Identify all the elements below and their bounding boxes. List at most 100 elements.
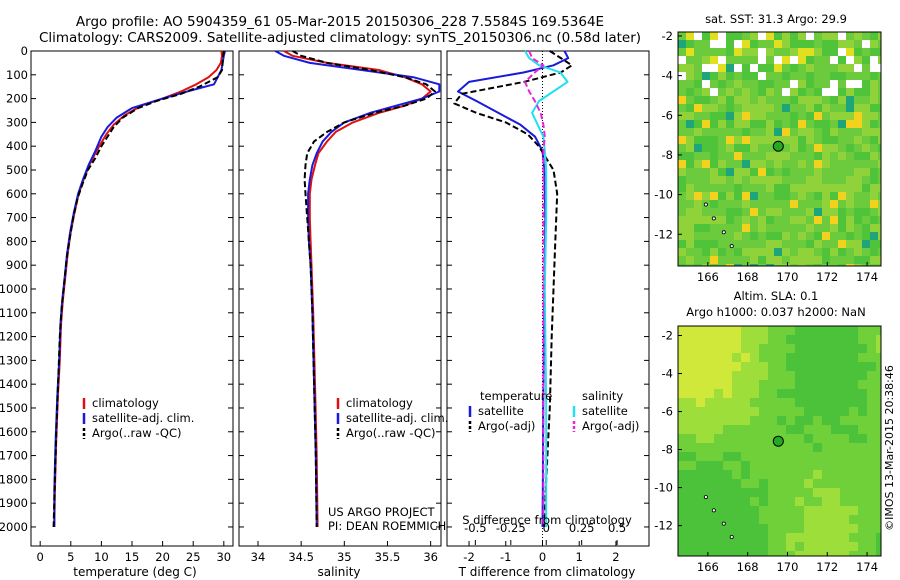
sal-xtick-label: 34.5	[288, 550, 314, 564]
diff-xtick-top-label: -0.25	[496, 521, 526, 535]
sst-map-island-marker	[721, 230, 726, 235]
sst-map-ytick-label: -2	[662, 29, 673, 43]
temperature-plot-frame	[30, 50, 234, 547]
diff-xtick-label: 1	[576, 550, 583, 564]
temp-xtick-label: 5	[67, 550, 74, 564]
sla-map-field	[678, 326, 881, 556]
sla-map-argo-marker	[772, 435, 784, 447]
sst-map-xtick-label: 172	[816, 270, 838, 284]
temp-xtick-label: 10	[94, 550, 109, 564]
diff-series-s-satellite	[524, 50, 569, 527]
temp-legend-label: Argo(..raw -QC)	[92, 426, 182, 440]
diff-series-t-argo	[453, 50, 573, 528]
diff-series-t-satellite	[457, 50, 570, 528]
sla-map-ytick-label: -10	[654, 481, 673, 495]
sla-map-xtick-label: 166	[697, 560, 719, 574]
sla-map-xtick-label: 168	[737, 560, 759, 574]
sst-map-ytick-label: -4	[662, 69, 673, 83]
sla-map-island-marker	[703, 495, 708, 500]
diff-xtick-top-label: -0.5	[464, 521, 486, 535]
diff-xtick-top-label: 0.5	[608, 521, 626, 535]
sst-map-island-marker	[711, 216, 716, 221]
temp-ytick-label: 800	[6, 234, 28, 248]
diff-xlabel-bottom: T difference from climatology	[458, 565, 636, 579]
sal-legend-label: climatology	[346, 396, 413, 410]
temp-legend-label: satellite-adj. clim.	[92, 411, 194, 425]
sla-map-island-marker	[721, 521, 726, 526]
sal-xtick-label: 36	[423, 550, 438, 564]
sal-xtick-label: 34	[251, 550, 266, 564]
temp-series-satellite	[53, 50, 226, 527]
diff-xtick-label: -1	[500, 550, 511, 564]
temp-ytick-label: 1100	[0, 306, 28, 320]
sal-xtick-label: 35.5	[375, 550, 401, 564]
sst-map-ytick-label: -8	[662, 148, 673, 162]
sal-series-satellite	[274, 50, 441, 528]
sst-map-ytick-label: -6	[662, 108, 673, 122]
sst-map-frame	[677, 31, 882, 267]
sst-map-xtick-label: 166	[697, 270, 719, 284]
sst-map-ytick-label: -12	[654, 227, 673, 241]
sla-map-xtick-label: 172	[816, 560, 838, 574]
diff-t-legend-label: Argo(-adj)	[478, 419, 535, 433]
temp-ytick-label: 400	[6, 139, 28, 153]
temp-xtick-label: 20	[155, 550, 170, 564]
sla-map-xtick-label: 174	[856, 560, 878, 574]
sal-series-climatology	[283, 50, 432, 528]
temp-ytick-label: 1000	[0, 282, 28, 296]
sla-map-subtitle: Argo h1000: 0.037 h2000: NaN	[686, 305, 865, 319]
credit-text: ©IMOS 13-Mar-2015 20:38:46	[883, 365, 896, 531]
sst-map-field	[678, 32, 881, 266]
diff-s-legend-label: Argo(-adj)	[582, 419, 639, 433]
sla-map-title: Altim. SLA: 0.1	[734, 289, 819, 303]
temp-ytick-label: 200	[6, 92, 28, 106]
sla-map-island-marker	[711, 508, 716, 513]
sst-map-xtick-label: 174	[856, 270, 878, 284]
diff-xtick-top-label: 0	[543, 521, 550, 535]
diff-xtick-label: -2	[463, 550, 474, 564]
sst-map-xtick-label: 170	[776, 270, 798, 284]
diff-series-s-argo	[524, 50, 546, 527]
temp-xtick-label: 25	[186, 550, 201, 564]
sla-map-ytick-label: -4	[662, 367, 673, 381]
temp-ytick-label: 1700	[0, 449, 28, 463]
temp-ytick-label: 900	[6, 258, 28, 272]
diff-legend-header-temperature: temperature	[480, 389, 552, 403]
temp-ytick-label: 0	[21, 44, 28, 58]
sst-map-xtick-label: 168	[737, 270, 759, 284]
temp-ytick-label: 2000	[0, 520, 28, 534]
temp-series-argo	[52, 50, 225, 528]
temp-ytick-label: 600	[6, 187, 28, 201]
sst-map-argo-marker	[772, 140, 784, 152]
temp-ytick-label: 500	[6, 163, 28, 177]
diff-xlabel-top: S difference from climatology	[462, 513, 632, 527]
sla-map-xtick-label: 170	[776, 560, 798, 574]
sla-map-ytick-label: -6	[662, 405, 673, 419]
sla-map-ytick-label: -8	[662, 443, 673, 457]
diff-legend-header-salinity: salinity	[582, 389, 623, 403]
sal-xtick-label: 35	[337, 550, 352, 564]
temp-ytick-label: 1500	[0, 401, 28, 415]
header-title: Argo profile: AO 5904359_61 05-Mar-2015 …	[0, 14, 680, 46]
diff-xtick-top-label: 0.25	[569, 521, 595, 535]
temp-ytick-label: 700	[6, 211, 28, 225]
temp-xtick-label: 30	[216, 550, 231, 564]
temp-legend-label: climatology	[92, 396, 159, 410]
sst-map-title: sat. SST: 31.3 Argo: 29.9	[705, 12, 847, 26]
temp-xtick-label: 0	[37, 550, 44, 564]
temp-ytick-label: 100	[6, 68, 28, 82]
diff-s-legend-label: satellite	[582, 404, 628, 418]
project-line-1: US ARGO PROJECT	[328, 505, 436, 519]
sal-series-argo	[292, 50, 436, 528]
sal-legend-label: Argo(..raw -QC)	[346, 426, 436, 440]
temp-ytick-label: 300	[6, 115, 28, 129]
temp-ytick-label: 1800	[0, 472, 28, 486]
project-line-2: PI: DEAN ROEMMICH	[328, 519, 446, 533]
temp-ytick-label: 1200	[0, 330, 28, 344]
temp-series-climatology	[53, 50, 223, 528]
sal-legend-label: satellite-adj. clim.	[346, 411, 448, 425]
temp-ytick-label: 1400	[0, 377, 28, 391]
difference-plot-frame	[446, 50, 650, 547]
diff-xtick-label: 2	[612, 550, 619, 564]
